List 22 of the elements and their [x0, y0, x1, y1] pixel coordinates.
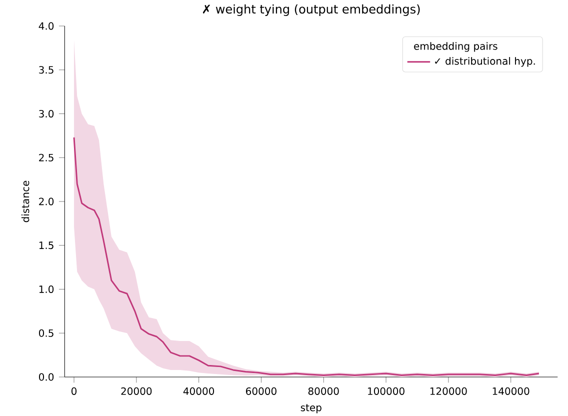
y-tick-label: 1.5 — [39, 242, 54, 250]
y-axis-title: distance — [21, 180, 30, 222]
legend-label: ✓ distributional hyp. — [435, 57, 535, 67]
x-tick-label: 140000 — [492, 387, 530, 395]
y-tick-label: 3.5 — [39, 66, 54, 74]
x-tick-label: 40000 — [183, 387, 214, 395]
y-tick-label: 2.5 — [39, 154, 54, 162]
chart-title: ✗ weight tying (output embeddings) — [202, 4, 420, 16]
y-tick-label: 0.0 — [39, 373, 54, 381]
x-tick-label: 120000 — [430, 387, 467, 395]
x-tick-label: 60000 — [246, 387, 276, 395]
x-tick-label: 80000 — [308, 387, 339, 395]
x-tick-label: 0 — [71, 387, 77, 395]
y-tick-label: 2.0 — [39, 198, 54, 206]
x-tick-label: 20000 — [121, 387, 152, 395]
y-tick-label: 0.5 — [39, 329, 54, 337]
x-axis-title: step — [300, 404, 322, 414]
y-tick-label: 1.0 — [39, 285, 54, 294]
y-tick-label: 3.0 — [39, 110, 54, 118]
y-tick-label: 4.0 — [38, 22, 54, 30]
legend-title: embedding pairs — [414, 42, 498, 52]
x-tick-label: 100000 — [368, 387, 404, 395]
